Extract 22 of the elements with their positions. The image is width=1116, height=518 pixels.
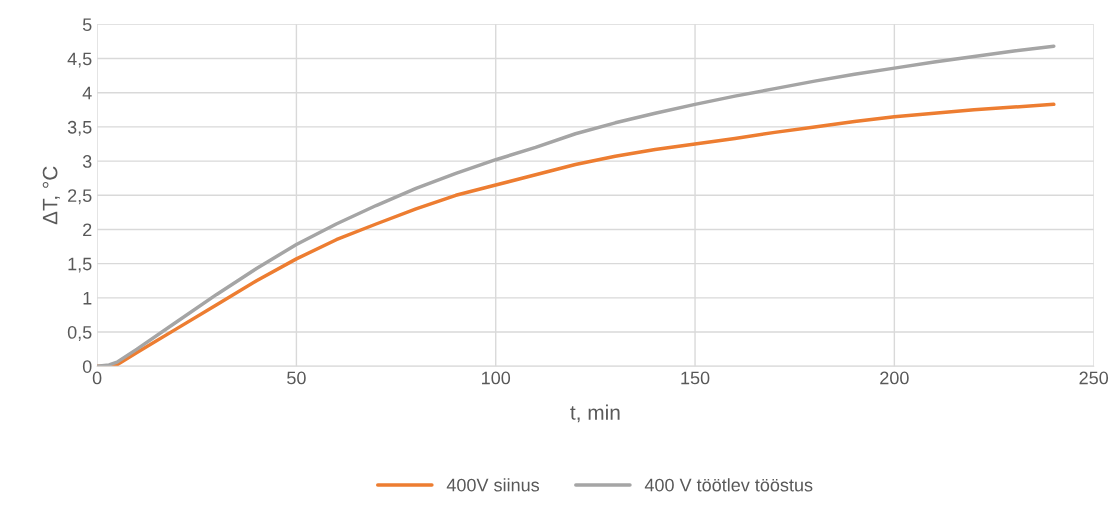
y-tick-label: 1,5 [68,257,92,273]
legend-label: 400 V töötlev tööstus [644,478,813,492]
legend-label: 400V siinus [446,478,540,492]
y-tick-label: 0,5 [67,325,92,341]
y-tick-label: 0 [82,360,92,373]
line-series [97,44,1056,367]
y-tick-label: 3,5 [67,120,92,136]
x-tick-label: 150 [681,371,710,385]
x-tick-label: 250 [1079,371,1109,385]
y-tick-label: 1 [83,291,92,305]
x-tick-label: 200 [880,371,909,385]
y-tick-label: 4 [82,86,92,100]
y-tick-label: 2 [83,223,92,237]
y-tick-label: 3 [82,155,92,168]
x-tick-label: 50 [287,371,306,385]
y-tick-label: 4,5 [67,52,92,68]
x-tick-label: 100 [482,371,511,385]
y-tick-label: 2,5 [68,189,92,205]
x-axis-title: t, min [570,404,620,423]
y-tick-label: 5 [82,18,92,32]
x-tick-label: 0 [92,371,102,385]
y-axis-title: ΔT, °C [42,166,60,225]
